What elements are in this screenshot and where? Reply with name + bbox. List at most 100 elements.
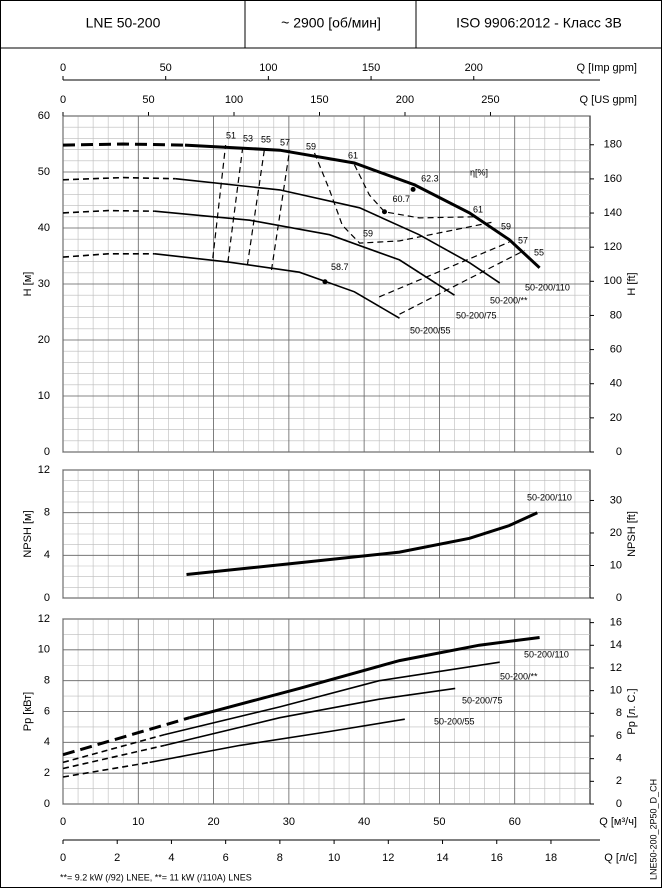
x2-tick-label: 12 <box>382 852 394 864</box>
y-tick-label: 50 <box>38 166 50 178</box>
dashed-curve <box>399 249 525 315</box>
top-tick-label: 0 <box>60 94 66 106</box>
dashed-curve <box>62 761 150 778</box>
y-tick-label: 0 <box>44 592 50 604</box>
dashed-curve <box>62 733 165 764</box>
eta-label: η[%] <box>470 167 488 177</box>
dashed-curve <box>353 164 475 219</box>
x2-tick-label: 14 <box>436 852 448 864</box>
y2-tick-label: 40 <box>610 378 622 390</box>
header-model: LNE 50-200 <box>86 15 161 31</box>
curve <box>154 253 400 319</box>
x2-tick-label: 10 <box>328 852 340 864</box>
top-tick-label: 200 <box>465 62 483 74</box>
y-tick-label: 20 <box>38 334 50 346</box>
y-tick-label: 2 <box>44 767 50 779</box>
y2-axis-title: H [ft] <box>626 272 638 295</box>
curve-label: 50-200/** <box>490 295 528 305</box>
curve-label: 55 <box>261 134 271 144</box>
y-tick-label: 10 <box>38 644 50 656</box>
y-axis-title: NPSH [м] <box>22 510 34 557</box>
y-tick-label: 6 <box>44 705 50 717</box>
curve <box>154 210 455 296</box>
top-tick-label: 50 <box>142 94 154 106</box>
y2-tick-label: 140 <box>604 207 622 219</box>
x2-tick-label: 18 <box>545 852 557 864</box>
x-tick-label: 0 <box>60 816 66 828</box>
y2-tick-label: 6 <box>616 730 622 742</box>
y2-tick-label: 30 <box>610 494 622 506</box>
y-tick-label: 10 <box>38 390 50 402</box>
y-axis-title: H [м] <box>22 272 34 297</box>
header-speed: ~ 2900 [об/мин] <box>281 15 381 31</box>
point-label: 60.7 <box>392 194 410 204</box>
dashed-curve <box>62 209 155 214</box>
x-tick-label: 40 <box>358 816 370 828</box>
y2-tick-label: 12 <box>610 662 622 674</box>
y-tick-label: 30 <box>38 278 50 290</box>
curve-label: 61 <box>348 150 358 160</box>
curve <box>164 661 500 736</box>
curve <box>175 177 501 284</box>
curve-label: 50-200/55 <box>434 716 475 726</box>
top-tick-label: 150 <box>310 94 328 106</box>
y-tick-label: 8 <box>44 507 50 519</box>
curve <box>149 718 405 764</box>
y2-tick-label: 0 <box>616 798 622 810</box>
y2-tick-label: 14 <box>610 639 622 651</box>
y2-tick-label: 20 <box>610 527 622 539</box>
y2-tick-label: 4 <box>616 753 622 765</box>
dashed-curve <box>378 241 510 298</box>
y2-tick-label: 0 <box>616 592 622 604</box>
curve <box>186 511 538 576</box>
curve-label: 50-200/75 <box>456 310 497 320</box>
top-tick-label: 150 <box>362 62 380 74</box>
y-tick-label: 0 <box>44 798 50 810</box>
y2-tick-label: 180 <box>604 139 622 151</box>
header-standard: ISO 9906:2012 - Класс 3B <box>456 15 622 31</box>
curve-label: 55 <box>534 247 544 257</box>
curve-label: 59 <box>363 228 373 238</box>
y2-tick-label: 2 <box>616 775 622 787</box>
y2-tick-label: 16 <box>610 617 622 629</box>
top-tick-label: 50 <box>160 62 172 74</box>
dashed-curve <box>62 176 176 181</box>
x2-tick-label: 4 <box>168 852 174 864</box>
curve <box>189 636 540 720</box>
curve-label: 53 <box>243 133 253 143</box>
y-tick-label: 60 <box>38 110 50 122</box>
curve-label: 61 <box>473 204 483 214</box>
y2-tick-label: 20 <box>610 412 622 424</box>
curve <box>164 687 456 747</box>
y2-axis-title: NPSH [ft] <box>626 511 638 557</box>
dashed-curve <box>62 253 155 258</box>
y2-tick-label: 100 <box>604 275 622 287</box>
curve-label: 59 <box>501 221 511 231</box>
y-tick-label: 12 <box>38 613 50 625</box>
x2-tick-label: 6 <box>223 852 229 864</box>
x2-tick-label: 8 <box>277 852 283 864</box>
curve-label: 51 <box>226 130 236 140</box>
curve-label: 50-200/55 <box>410 325 451 335</box>
y-tick-label: 4 <box>44 549 50 561</box>
curve-label: 59 <box>306 141 316 151</box>
efficiency-point <box>322 279 328 285</box>
curve-label: 50-200/110 <box>525 282 570 292</box>
x-tick-label: 20 <box>207 816 219 828</box>
y-tick-label: 12 <box>38 464 50 476</box>
top-tick-label: 100 <box>225 94 243 106</box>
y-tick-label: 8 <box>44 675 50 687</box>
x2-tick-label: 2 <box>114 852 120 864</box>
curve-label: 50-200/110 <box>524 649 569 659</box>
y-tick-label: 40 <box>38 222 50 234</box>
dashed-curve <box>62 744 165 770</box>
curve <box>184 143 541 269</box>
y2-tick-label: 160 <box>604 173 622 185</box>
curve-label: 50-200/110 <box>527 492 572 502</box>
efficiency-point <box>381 209 387 215</box>
y2-tick-label: 80 <box>610 309 622 321</box>
top-tick-label: 100 <box>259 62 277 74</box>
x-tick-label: 30 <box>283 816 295 828</box>
x-tick-label: 10 <box>132 816 144 828</box>
